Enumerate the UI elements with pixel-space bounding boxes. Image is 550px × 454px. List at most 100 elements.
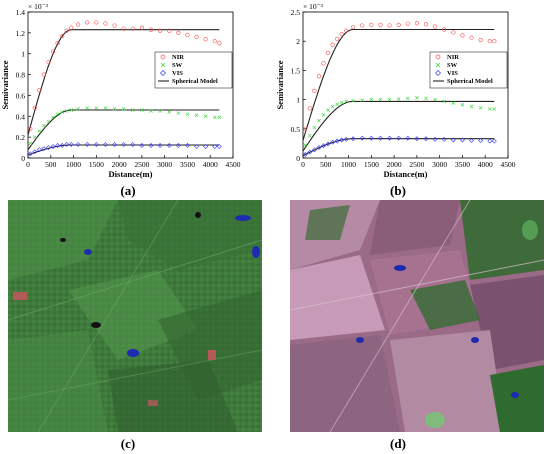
plot-frame (27, 11, 234, 159)
vis-point (84, 142, 90, 147)
legend-label-3: Spherical Model (447, 78, 493, 85)
legend-label-1: SW (447, 62, 458, 69)
vis-point (157, 143, 163, 148)
vis-point (487, 138, 493, 144)
vis-point (75, 142, 81, 147)
sw-point (158, 109, 162, 113)
vis-point (325, 141, 331, 147)
vis-point (396, 135, 402, 141)
nir-point (423, 22, 429, 27)
sw-point (487, 107, 492, 111)
sw-point (94, 106, 99, 110)
nir-point (85, 20, 90, 25)
sw-point (28, 141, 33, 146)
sw-point (405, 96, 410, 101)
vis-point (469, 138, 474, 143)
nir-point (50, 49, 56, 54)
vis-point (185, 143, 190, 148)
x-tick-label: 500 (45, 160, 57, 169)
vis-point (112, 142, 117, 147)
vis-point (441, 136, 447, 142)
vis-point (59, 143, 65, 148)
sw-point (344, 99, 349, 104)
sw-point (85, 106, 90, 110)
vis-point (339, 137, 345, 143)
vis-point (330, 139, 336, 145)
vis-point (460, 137, 465, 143)
sw-point (321, 112, 326, 117)
nir-point (203, 37, 208, 42)
sw-point (303, 143, 308, 147)
legend-label-2: VIS (447, 70, 458, 77)
vis-point (321, 143, 326, 149)
x-tick-label: 4500 (501, 160, 516, 169)
sw-point (121, 107, 126, 111)
satellite-image-c (8, 200, 262, 432)
x-tick-label: 2500 (409, 160, 424, 169)
x-tick-label: 3000 (432, 160, 447, 169)
panel-label-a: (a) (120, 183, 136, 198)
nir-point (41, 72, 47, 77)
legend-symbol-0 (435, 54, 441, 60)
sw-point (185, 112, 190, 117)
nir-point (176, 30, 181, 35)
vis-point (378, 135, 383, 141)
y-tick-label: 0.4 (16, 112, 26, 121)
x-tick-label: 3500 (180, 160, 195, 169)
vis-point (212, 144, 218, 149)
nir-point (55, 41, 60, 46)
y-tick-label: 1.4 (16, 8, 26, 17)
x-tick-label: 2000 (387, 160, 402, 169)
nir-point (139, 25, 144, 30)
sw-point (312, 125, 317, 130)
vis-point (139, 143, 145, 148)
sw-point (326, 108, 330, 112)
vis-point (93, 142, 99, 147)
legend-symbol-1 (160, 62, 166, 68)
satellite-image-d (290, 200, 544, 432)
vis-point (68, 142, 74, 147)
vis-point (166, 143, 172, 148)
vis-point (148, 143, 154, 148)
vis-point (64, 142, 70, 147)
nir-point (396, 22, 401, 27)
x-tick-label: 0 (301, 160, 305, 169)
nir-point (303, 126, 308, 131)
sw-point (469, 104, 474, 109)
vis-point (359, 135, 365, 141)
y-tick-label: 1.2 (16, 29, 26, 38)
sw-point (492, 107, 497, 111)
legend-symbol-1 (435, 62, 441, 68)
nir-point (130, 26, 135, 31)
nir-point (478, 37, 483, 43)
nir-point (321, 61, 326, 66)
y-axis-label: Semivariance (0, 60, 10, 109)
sw-point (51, 115, 55, 120)
vis-point (387, 135, 392, 141)
sw-point (360, 98, 365, 102)
sw-point (317, 118, 321, 123)
vis-point (216, 144, 222, 149)
nir-point (307, 106, 312, 111)
nir-point (487, 39, 492, 44)
sw-point (64, 109, 69, 113)
y-tick-label: 0 (296, 154, 300, 163)
vis-point (368, 135, 374, 141)
x-tick-label: 3000 (157, 160, 172, 169)
sw-point (369, 97, 374, 102)
chart-b: 0 0.5 1 1.5 2 2.5 0 500 1000 1500 2000 2500 3000 3500… (275, 2, 516, 179)
vis-point (103, 142, 108, 147)
sw-point (140, 108, 144, 112)
nir-point (330, 42, 335, 47)
spherical-model-line-0 (27, 29, 220, 136)
vis-point (130, 142, 136, 147)
vis-point (175, 143, 181, 148)
x-tick-label: 1000 (66, 160, 81, 169)
sw-point (339, 100, 344, 105)
y-tick-label: 2.5 (291, 8, 301, 17)
nir-point (121, 26, 126, 31)
x-tick-label: 4500 (226, 160, 241, 169)
x-tick-label: 2500 (134, 160, 149, 169)
y-tick-label: 0.5 (291, 125, 301, 134)
sw-point (212, 115, 217, 120)
